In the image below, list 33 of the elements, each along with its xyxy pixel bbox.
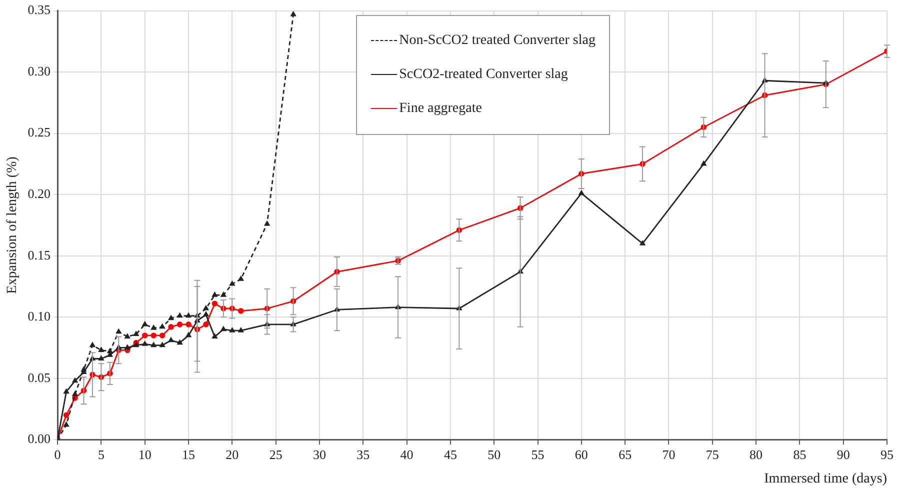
x-tick-label: 95 (880, 446, 894, 462)
x-tick-label: 60 (574, 446, 588, 462)
y-tick-label: 0.10 (28, 308, 51, 324)
x-tick-label: 50 (488, 446, 501, 462)
y-tick-label: 0.30 (28, 63, 51, 78)
x-tick-label: 10 (138, 446, 152, 462)
x-tick-label: 30 (312, 446, 326, 462)
x-tick-label: 55 (531, 446, 544, 462)
x-tick-label: 15 (182, 446, 196, 462)
x-tick-label: 80 (750, 446, 763, 462)
y-tick-label: 0.20 (28, 186, 51, 201)
x-tick-label: 75 (706, 446, 719, 462)
legend-label: ScCO2-treated Converter slag (399, 66, 568, 83)
y-tick-label: 0.25 (28, 124, 51, 140)
x-tick-label: 90 (836, 446, 850, 462)
x-axis-title: Immersed time (days) (764, 471, 888, 486)
x-tick-label: 70 (662, 446, 676, 462)
y-axis-title: Expansion of length (%) (5, 156, 20, 294)
x-tick-label: 40 (400, 446, 414, 462)
y-tick-label: 0.15 (28, 247, 51, 262)
legend-label: Non-ScCO2 treated Converter slag (399, 32, 596, 49)
x-tick-label: 85 (793, 446, 806, 462)
y-tick-label: 0.05 (28, 370, 51, 385)
x-tick-label: 0 (54, 446, 61, 462)
y-tick-label: 0.35 (28, 2, 51, 18)
x-tick-label: 45 (444, 446, 457, 462)
y-tick-label: 0.00 (28, 431, 51, 446)
x-tick-label: 35 (356, 446, 370, 462)
x-tick-label: 20 (226, 446, 239, 462)
x-tick-label: 65 (618, 446, 632, 462)
x-tick-label: 5 (98, 446, 104, 462)
legend-label: Fine aggregate (399, 100, 482, 117)
x-tick-label: 25 (269, 446, 282, 462)
